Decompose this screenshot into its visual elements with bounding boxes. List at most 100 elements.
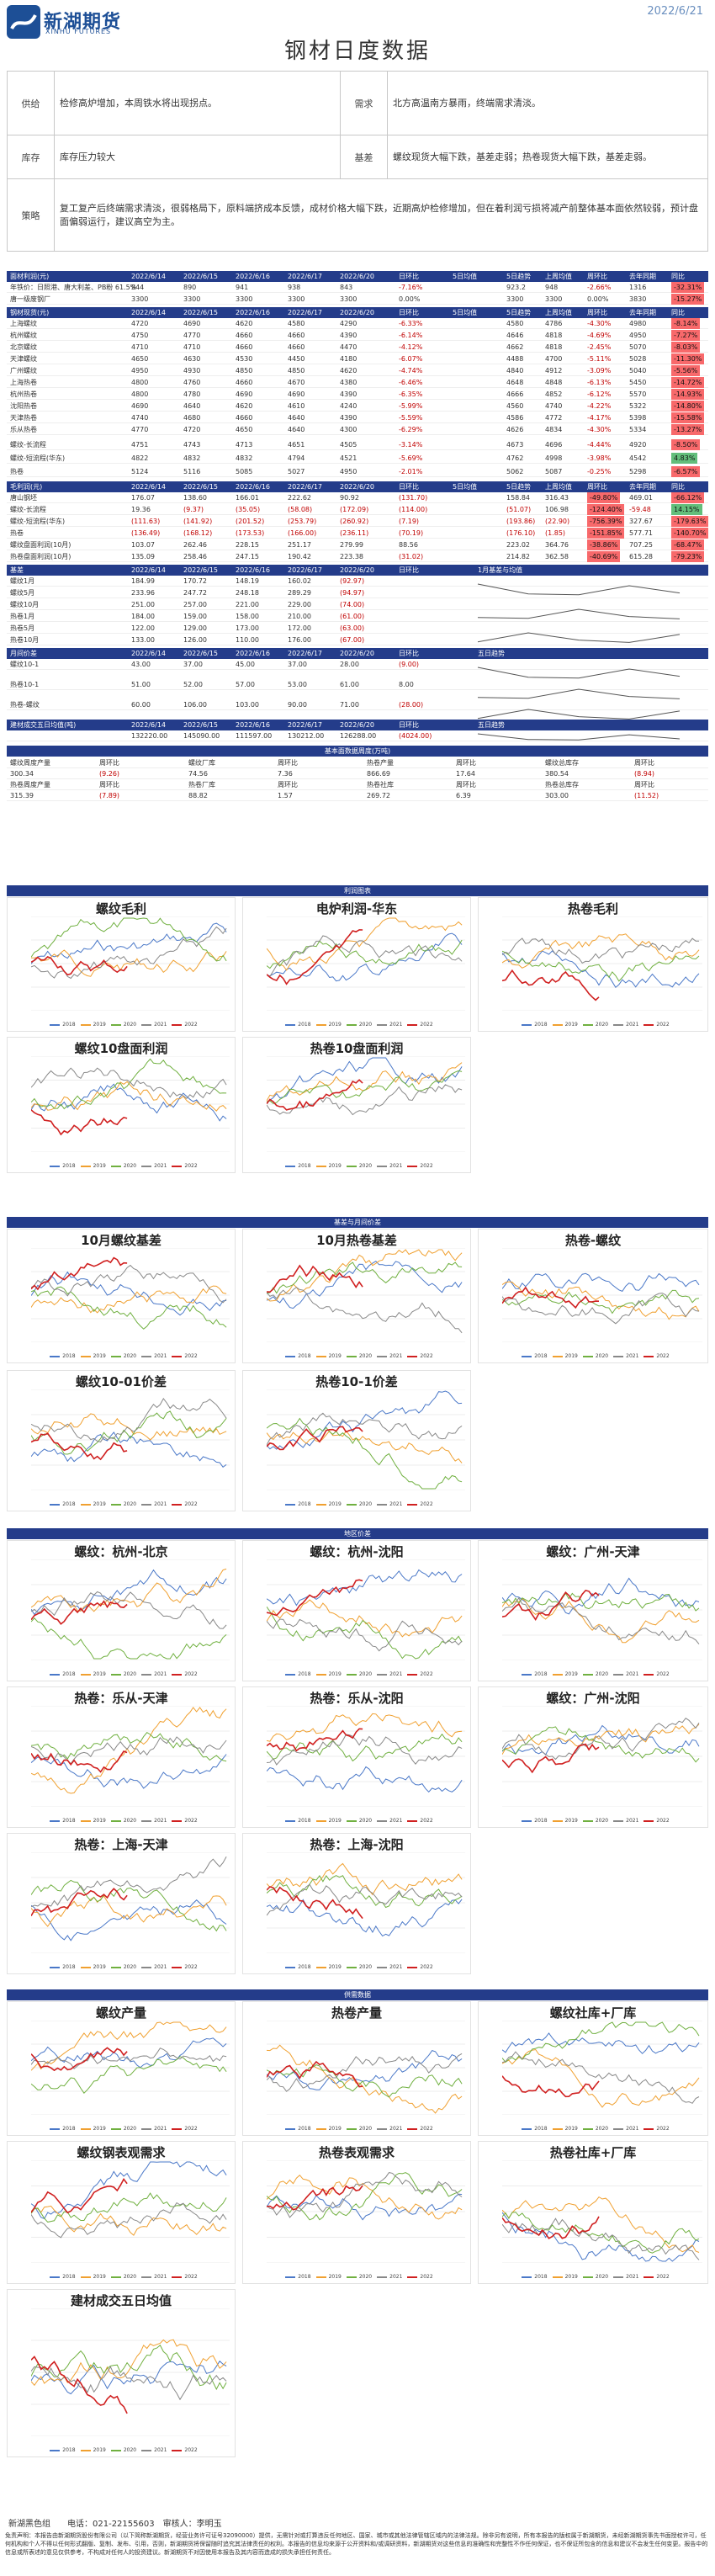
basis-row-cell: 螺纹1月 [10, 577, 35, 585]
legend-label: 2019 [564, 2274, 578, 2280]
spot-row-cell: 4840 [506, 367, 524, 374]
series-line-2018 [31, 1899, 227, 1941]
spread-table-header-cell: 2022/6/17 [288, 650, 323, 657]
legend-label: 2018 [62, 1501, 76, 1507]
chart-plot-rebar_demand [31, 2160, 230, 2263]
legend-label: 2021 [389, 1022, 403, 1028]
margin-row-cell: 279.99 [340, 541, 363, 549]
spot-row-cell: 上海热卷 [10, 379, 37, 386]
strategy-text: 复工复产后终端需求清淡，很弱格局下，原料端挤成本反馈，成材价格大幅下跌，近期高炉… [54, 178, 708, 252]
company-logo: 新湖期货 XINHU FUTURES [7, 5, 141, 39]
chart-legend: 2018 2019 2020 2021 2022 [243, 1022, 470, 1028]
legend-swatch [346, 1503, 357, 1506]
series-line-2019 [502, 933, 700, 969]
chart-panel-lc_tj: 热卷：乐从-天津 2018 2019 2020 2021 2022 [7, 1686, 236, 1828]
margin-row-cell: 615.28 [629, 553, 653, 560]
profit-row-cell: 3300 [340, 295, 358, 303]
futures-row-cell: 5124 [131, 468, 149, 475]
weekly-value-row-cell: 17.64 [456, 770, 475, 778]
series-line-2021 [267, 1618, 463, 1652]
legend-label: 2021 [154, 1022, 167, 1028]
legend-label: 2022 [420, 1671, 433, 1677]
margin-row-cell: 螺纹盘面利润(10月) [10, 541, 72, 549]
basis-row-cell: 247.72 [183, 589, 207, 597]
spot-table-header: 钢材现货(元) 2022/6/14 2022/6/15 2022/6/16 2022/6… [7, 307, 708, 318]
legend-label: 2018 [62, 1022, 76, 1028]
margin-row-cell: (70.19) [399, 529, 424, 537]
margin-row-cell: (260.92) [340, 518, 369, 525]
spot-row-cell: 广州螺纹 [10, 367, 37, 374]
weekly-value-row-cell: (9.26) [99, 770, 120, 778]
spread-row-cell: 57.00 [236, 681, 255, 688]
futures-row-cell: 5062 [506, 468, 524, 475]
spot-row-cell: 4950 [629, 332, 647, 339]
deal-table-header-cell: 日环比 [399, 721, 419, 729]
chart-plot-hrc_stock [502, 2160, 702, 2263]
spot-row-cell: 4710 [183, 343, 201, 351]
legend-label: 2022 [184, 1818, 198, 1824]
weekly-label-row-cell: 热卷总库存 [545, 781, 579, 789]
futures-row-cell: -4.44% [587, 441, 612, 449]
series-line-2018 [31, 2161, 227, 2220]
basis-row-cell: 184.99 [131, 577, 155, 585]
series-line-2021 [502, 1596, 700, 1645]
chart-panel-sh_tj: 热卷：上海-天津 2018 2019 2020 2021 2022 [7, 1833, 236, 1974]
deal-row-cell: 130212.00 [288, 732, 325, 740]
spot-row-cell: 4660 [236, 343, 253, 351]
chart-panel-rebar_stock: 螺纹社库+厂库 2018 2019 2020 2021 2022 [478, 2001, 708, 2136]
legend-swatch [110, 1966, 121, 1968]
spot-row-cell: 4640 [288, 414, 305, 422]
supply-text: 检修高炉增加，本周铁水将出现拐点。 [54, 71, 341, 135]
series-line-2020 [31, 1617, 227, 1660]
series-line-2019 [31, 1707, 227, 1794]
legend-swatch [377, 1673, 388, 1676]
weekly-value-row-cell: (8.94) [634, 770, 655, 778]
chart-plot-lc_tj [31, 1706, 230, 1807]
chart-panel-rebar_disk: 螺纹10盘面利润 2018 2019 2020 2021 2022 [7, 1037, 236, 1173]
series-line-2022 [267, 1264, 363, 1293]
basis-row: 热卷1月 184.00 159.00 158.00 210.00 (61.00) [7, 611, 708, 622]
legend-swatch [172, 2276, 183, 2278]
legend-label: 2019 [564, 1671, 578, 1677]
legend-swatch [315, 1673, 326, 1676]
series-line-2019 [267, 2044, 463, 2114]
spot-row-cell: 杭州螺纹 [10, 332, 37, 339]
margin-table-header-cell: 上周均值 [545, 483, 572, 491]
basis-row: 螺纹5月 233.96 247.72 248.18 289.29 (94.97) [7, 587, 708, 598]
series-line-2020 [502, 950, 700, 982]
margin-row-cell: -756.39% [587, 516, 625, 527]
series-line-2020 [31, 1286, 227, 1330]
series-line-2021 [267, 935, 463, 977]
margin-row-cell: 138.60 [183, 494, 207, 502]
series-line-2018 [267, 932, 463, 982]
spot-row-cell: 5334 [629, 426, 647, 433]
legend-swatch [346, 2127, 357, 2130]
margin-row-cell: (176.10) [506, 529, 536, 537]
profit-row: 唐一级废钢厂 3300 3300 3300 3300 3300 0.00% 3300 3300 0… [7, 294, 708, 305]
profit-row: 年铁价：日照港、唐大利差、PB粉 61.5% 944 890 941 938 843 -7.… [7, 282, 708, 293]
profit-table-header-cell: 2022/6/14 [131, 273, 167, 280]
legend-swatch [644, 2127, 654, 2130]
legend-label: 2020 [358, 1501, 373, 1507]
legend-label: 2019 [328, 2126, 342, 2132]
logo-text-en: XINHU FUTURES [45, 28, 112, 35]
legend-swatch [346, 1165, 357, 1167]
spot-row-cell: 4450 [288, 355, 305, 363]
spot-table-header-cell: 5日均值 [453, 309, 478, 316]
chart-title: 热卷10盘面利润 [310, 1041, 404, 1056]
profit-row-cell: 3300 [288, 295, 305, 303]
legend-label: 2018 [298, 1964, 311, 1970]
legend-label: 2021 [626, 2126, 639, 2132]
margin-row-cell: (173.53) [236, 529, 265, 537]
chart-plot-rebar_output [31, 2021, 230, 2115]
futures-row-cell: -3.98% [587, 454, 612, 462]
basis-row-cell: 热卷5月 [10, 624, 35, 632]
legend-label: 2020 [123, 1501, 137, 1507]
spread-row-cell: 37.00 [288, 661, 307, 668]
legend-swatch [346, 1966, 357, 1968]
legend-label: 2021 [154, 1818, 167, 1824]
series-line-2021 [31, 1856, 227, 1908]
legend-label: 2019 [564, 2126, 578, 2132]
spot-row-cell: 4818 [545, 332, 563, 339]
spot-row-cell: 4620 [236, 320, 253, 327]
